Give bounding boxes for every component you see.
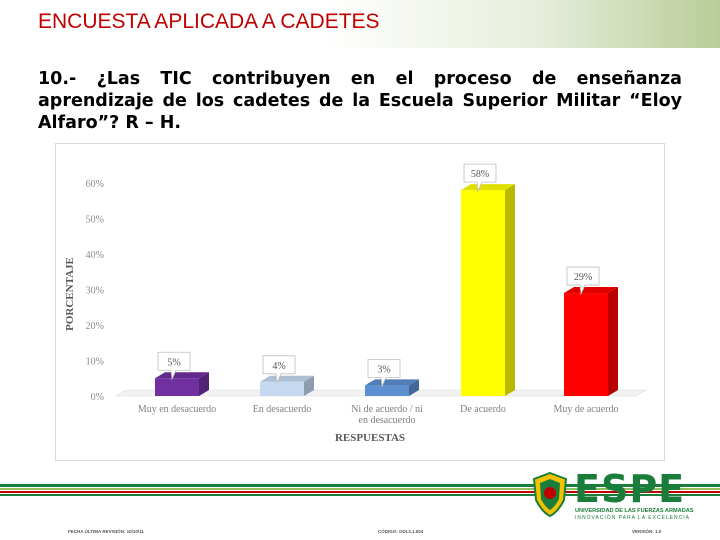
footer-stripes [0, 484, 720, 496]
x-tick-label: Ni de acuerdo / ni [351, 404, 423, 415]
data-label: 58% [471, 169, 489, 180]
x-tick-label: De acuerdo [460, 404, 506, 415]
x-axis-title: RESPUESTAS [335, 432, 405, 444]
document-version: VERSIÓN: 1.0 [632, 529, 662, 534]
y-axis-title: PORCENTAJE [64, 257, 76, 331]
data-label: 3% [377, 364, 390, 375]
bar [564, 293, 608, 396]
slide-title: ENCUESTA APLICADA A CADETES [38, 10, 380, 33]
logo-wordmark: ESPE [574, 467, 686, 511]
y-tick-label: 60% [86, 179, 104, 190]
data-label-callout [367, 358, 401, 388]
bar-side [409, 379, 419, 396]
bar-top [155, 372, 209, 379]
bar-top [365, 379, 419, 386]
crest-icon [532, 471, 568, 518]
data-label-callout [157, 351, 191, 381]
x-tick-label: en desacuerdo [359, 415, 416, 426]
university-slogan: INNOVACIÓN PARA LA EXCELENCIA [575, 515, 690, 521]
espe-logo: ESPE UNIVERSIDAD DE LAS FUERZAS ARMADAS … [528, 467, 718, 522]
header-bar [0, 0, 720, 48]
data-label-callout [566, 266, 600, 296]
bar [260, 381, 304, 396]
bar-side [199, 372, 209, 396]
y-tick-label: 30% [86, 286, 104, 297]
data-label-callout [262, 355, 296, 385]
y-tick-label: 20% [86, 321, 104, 332]
bar-side [608, 287, 618, 396]
bar [461, 190, 505, 396]
survey-question: 10.- ¿Las TIC contribuyen en el proceso … [38, 69, 682, 133]
document-code: CÓDIGO: GDI.3.1.004 [378, 529, 424, 534]
y-tick-label: 10% [86, 357, 104, 368]
bar-side [505, 184, 515, 396]
y-tick-label: 40% [86, 250, 104, 261]
data-label-callout [463, 163, 497, 193]
university-name: UNIVERSIDAD DE LAS FUERZAS ARMADAS [575, 508, 694, 514]
y-tick-label: 0% [91, 392, 104, 403]
bar-top [461, 184, 515, 191]
data-label: 29% [574, 272, 592, 283]
x-tick-label: Muy de acuerdo [554, 404, 619, 415]
bar [155, 378, 199, 396]
data-label: 4% [272, 361, 285, 372]
y-tick-label: 50% [86, 215, 104, 226]
chart-container: 0% 10% 20% 30% 40% 50% 60% PORCENTAJE 5% Muy en d… [55, 143, 665, 461]
bar-chart: 0% 10% 20% 30% 40% 50% 60% PORCENTAJE 5% Muy en d… [64, 163, 648, 444]
data-label: 5% [167, 357, 180, 368]
bar-side [304, 375, 314, 396]
revision-date: FECHA ÚLTIMA REVISIÓN: 10/10/11 [68, 529, 144, 534]
bar [365, 385, 409, 396]
x-tick-label: En desacuerdo [253, 404, 312, 415]
x-tick-label: Muy en desacuerdo [138, 404, 216, 415]
bar-top [564, 287, 618, 294]
bar-top [260, 375, 314, 382]
